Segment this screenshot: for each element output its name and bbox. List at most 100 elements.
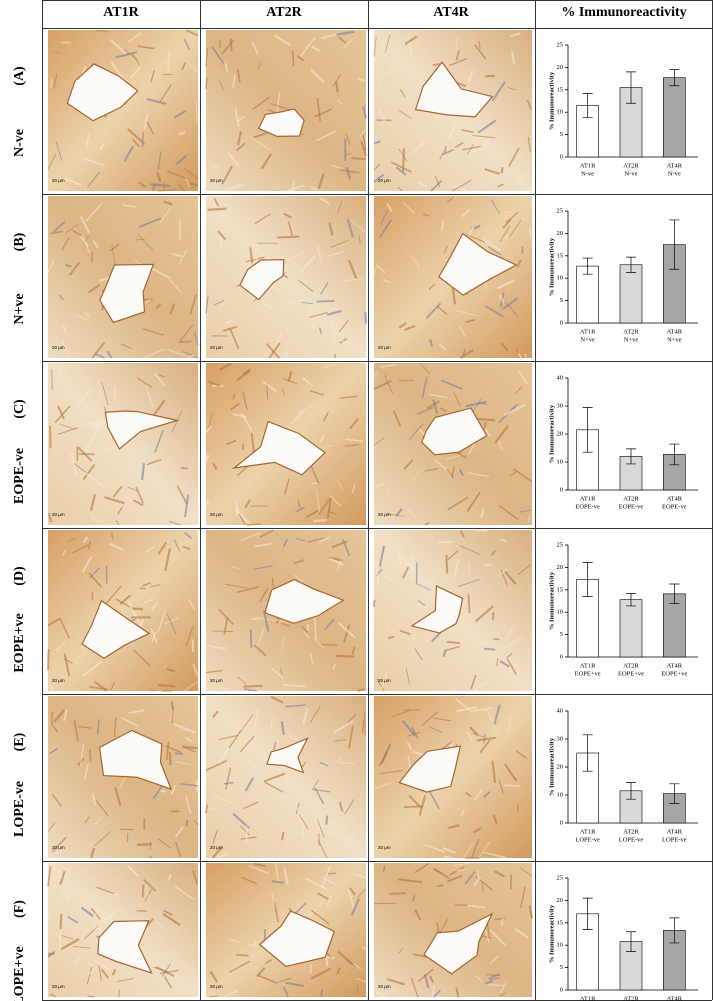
micrograph: 20 µm — [205, 362, 366, 526]
column-header: AT1R — [103, 5, 139, 20]
tissue-fiber — [138, 181, 147, 188]
tissue-fiber — [84, 471, 104, 487]
tissue-fiber — [385, 986, 398, 995]
tissue-fiber — [275, 862, 279, 883]
micrograph: 20 µm — [373, 528, 532, 692]
x-tick-label: EOPE-ve — [619, 503, 644, 510]
tissue-fiber — [429, 975, 435, 984]
tissue-fiber — [426, 400, 441, 410]
y-tick-label: 25 — [557, 41, 564, 48]
tissue-fiber — [467, 70, 474, 83]
tissue-fiber — [84, 311, 90, 318]
tissue-fiber — [345, 133, 351, 146]
row-letter: (E) — [12, 732, 27, 751]
tissue-fiber — [65, 224, 78, 234]
tissue-fiber — [300, 36, 316, 57]
tissue-fiber — [63, 709, 68, 721]
tissue-fiber — [516, 259, 522, 268]
micrograph: 20 µm — [47, 196, 199, 359]
micrograph: 20 µm — [373, 862, 533, 999]
tissue-fiber — [398, 947, 404, 954]
tissue-fiber — [486, 973, 501, 977]
x-tick-label: AT1R — [580, 162, 596, 169]
tissue-fiber — [526, 99, 532, 110]
tissue-fiber — [472, 827, 482, 834]
tissue-fiber — [57, 427, 79, 435]
tissue-fiber — [295, 537, 306, 542]
tissue-fiber — [373, 262, 378, 276]
tissue-fiber — [159, 789, 167, 793]
x-tick-label: N-ve — [668, 170, 681, 177]
tissue-fiber — [50, 78, 53, 88]
tissue-fiber — [96, 886, 114, 895]
tissue-fiber — [373, 164, 381, 171]
tissue-fiber — [445, 554, 449, 574]
tissue-fiber — [499, 225, 511, 242]
error-bar — [669, 69, 680, 87]
tissue-fiber — [50, 684, 54, 692]
tissue-fiber — [373, 437, 385, 446]
tissue-fiber — [510, 32, 521, 38]
tissue-fiber — [337, 480, 343, 491]
tissue-fiber — [145, 545, 156, 554]
tissue-fiber — [320, 282, 329, 295]
row-letter: (F) — [12, 900, 27, 918]
tissue-fiber — [318, 196, 331, 206]
tissue-fiber — [344, 799, 355, 815]
tissue-fiber — [164, 548, 172, 571]
tissue-fiber — [73, 946, 91, 949]
tissue-fiber — [240, 836, 257, 840]
y-axis-label: % Immunoreactivity — [548, 404, 555, 463]
tissue-fiber — [434, 459, 448, 470]
tissue-fiber — [224, 62, 229, 73]
tissue-fiber — [362, 134, 367, 152]
tissue-fiber — [407, 509, 417, 519]
tissue-fiber — [508, 220, 522, 238]
tissue-fiber — [392, 410, 402, 427]
tissue-fiber — [428, 283, 436, 290]
tissue-fiber — [268, 342, 281, 359]
tissue-fiber — [250, 432, 256, 455]
tissue-fiber — [174, 885, 194, 901]
tissue-fiber — [208, 412, 213, 428]
tissue-fiber — [212, 462, 218, 470]
tissue-fiber — [472, 732, 485, 738]
tissue-fiber — [498, 779, 504, 794]
tissue-fiber — [484, 74, 495, 78]
tissue-fiber — [132, 499, 144, 507]
tissue-fiber — [455, 50, 460, 61]
tissue-fiber — [300, 625, 309, 633]
tissue-fiber — [87, 961, 94, 968]
tissue-fiber — [103, 444, 118, 453]
tissue-fiber — [440, 379, 464, 390]
tissue-fiber — [414, 648, 423, 660]
tissue-fiber — [179, 340, 192, 343]
tissue-fiber — [229, 38, 233, 52]
tissue-fiber — [410, 254, 421, 269]
y-tick-label: 30 — [557, 735, 564, 742]
tissue-fiber — [290, 180, 296, 192]
tissue-fiber — [49, 230, 63, 235]
tissue-fiber — [453, 392, 461, 407]
tissue-fiber — [317, 892, 329, 900]
x-tick-label: AT4R — [667, 328, 683, 335]
y-tick-label: 40 — [557, 374, 564, 381]
tissue-fiber — [508, 147, 520, 167]
tissue-fiber — [454, 185, 469, 193]
tissue-fiber — [51, 369, 53, 390]
tissue-fiber — [281, 622, 290, 627]
tissue-fiber — [64, 176, 82, 187]
tissue-fiber — [209, 970, 219, 983]
vessel-lumen — [232, 420, 326, 476]
tissue-fiber — [82, 556, 93, 573]
tissue-fiber — [432, 63, 441, 66]
tissue-fiber — [90, 417, 103, 428]
tissue-fiber — [146, 458, 162, 466]
tissue-fiber — [244, 777, 255, 792]
tissue-fiber — [66, 537, 77, 543]
tissue-fiber — [307, 537, 324, 543]
tissue-fiber — [458, 468, 464, 476]
tissue-fiber — [382, 279, 392, 284]
tissue-fiber — [162, 909, 174, 917]
tissue-fiber — [519, 867, 533, 877]
